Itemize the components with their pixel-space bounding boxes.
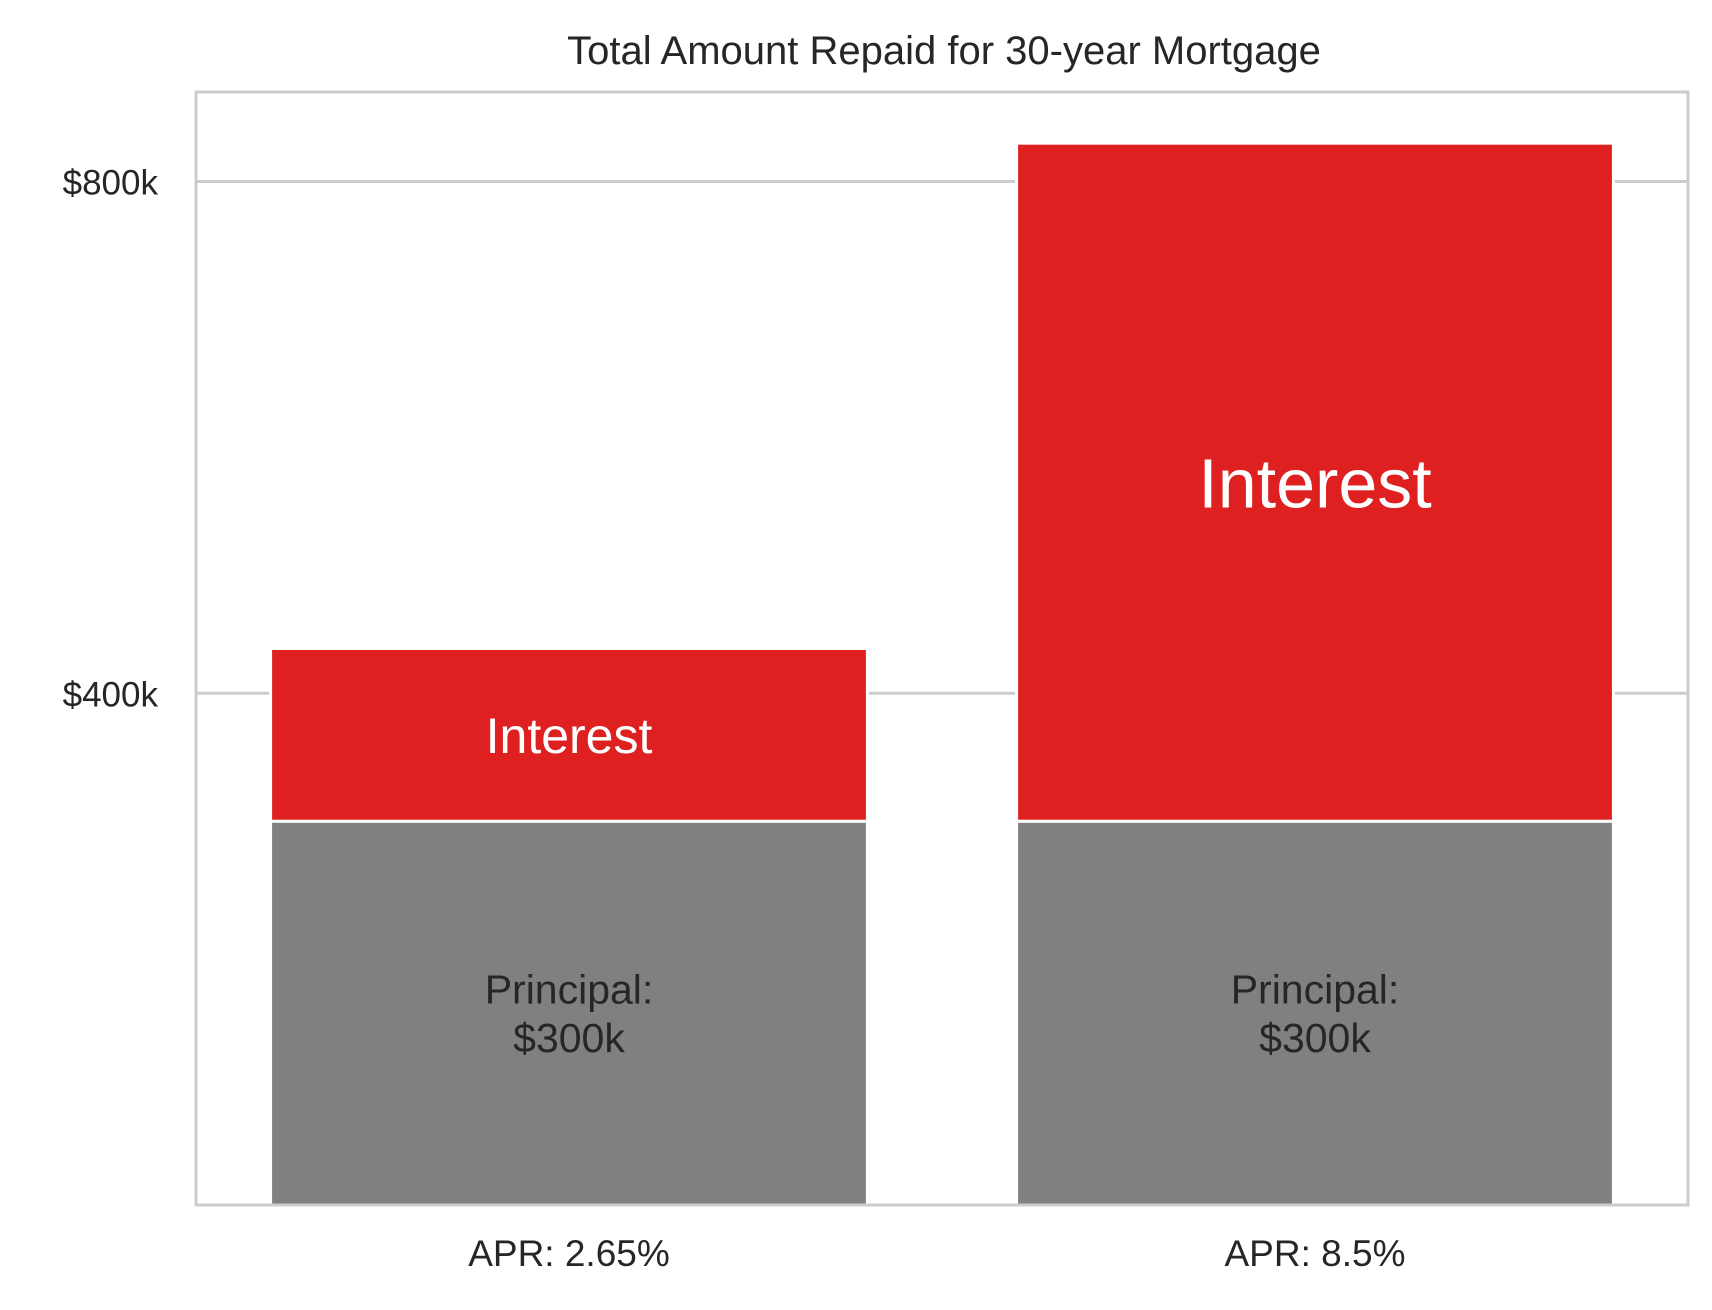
- x-tick-label: APR: 8.5%: [1225, 1233, 1406, 1274]
- principal-data-label: Principal: $300k: [485, 967, 654, 1061]
- x-tick-label: APR: 2.65%: [468, 1233, 670, 1274]
- interest-data-label: Interest: [486, 708, 653, 764]
- interest-bar-segment: [269, 647, 869, 823]
- principal-bar-segment: [1015, 819, 1615, 1207]
- y-tick-label: $400k: [63, 675, 159, 714]
- interest-bar-segment: [1015, 141, 1615, 823]
- principal-bar-segment: [269, 819, 869, 1207]
- y-tick-label: $800k: [63, 164, 159, 203]
- plot-frame: [194, 90, 1690, 1207]
- y-axis-ticks: $400k $800k: [63, 164, 159, 715]
- principal-data-label: Principal: $300k: [1231, 967, 1400, 1061]
- chart-title: Total Amount Repaid for 30-year Mortgage: [567, 29, 1321, 73]
- bars: Principal: $300k Interest Principal: $300k In…: [269, 141, 1615, 1207]
- x-axis-ticks: APR: 2.65% APR: 8.5%: [468, 1233, 1405, 1274]
- interest-data-label: Interest: [1198, 444, 1431, 522]
